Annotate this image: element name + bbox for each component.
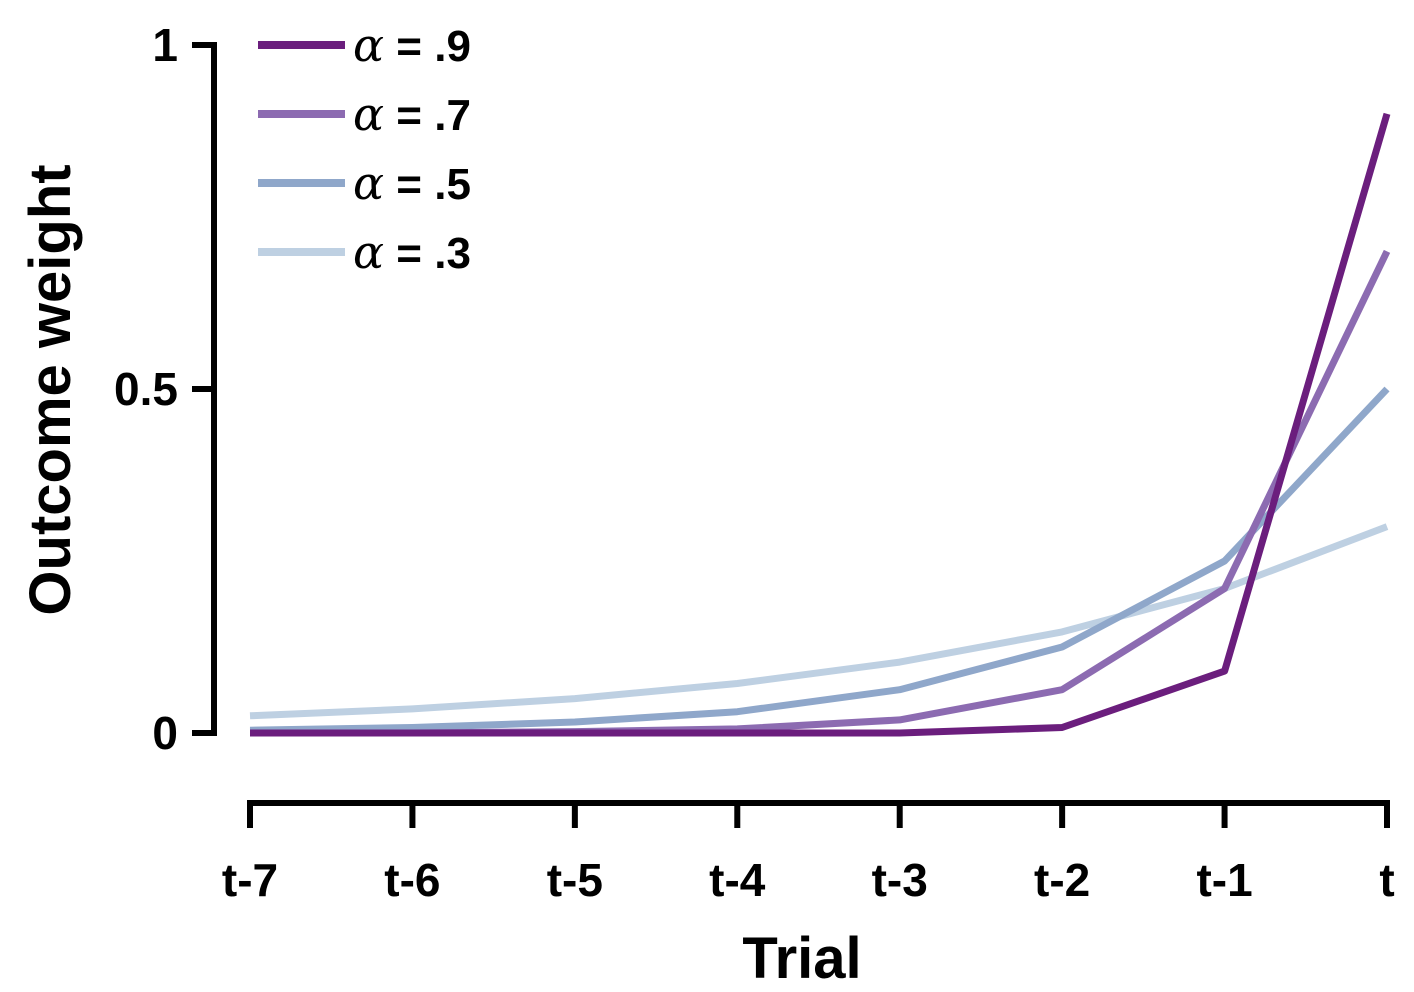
- y-tick-label: 0.5: [114, 363, 178, 415]
- x-tick-label: t-1: [1196, 854, 1252, 906]
- series-line-2: [249, 386, 1390, 734]
- legend-value-text: = .7: [384, 91, 471, 140]
- x-tick-label: t: [1379, 854, 1394, 906]
- x-tick-label: t-6: [384, 854, 440, 906]
- series-layer: [249, 112, 1391, 737]
- legend-label-1: α = .7: [353, 87, 471, 141]
- legend-alpha-symbol: α: [353, 18, 384, 72]
- legend-alpha-symbol: α: [353, 225, 384, 279]
- x-tick-label: t-3: [872, 854, 928, 906]
- legend-alpha-symbol: α: [353, 156, 384, 210]
- legend-label-3: α = .3: [353, 225, 471, 279]
- legend-label-2: α = .5: [353, 156, 471, 210]
- series-line-3: [249, 523, 1389, 720]
- series-line-1: [250, 249, 1391, 737]
- legend: α = .9α = .7α = .5α = .3: [258, 18, 471, 279]
- legend-value-text: = .5: [384, 160, 471, 209]
- axes-layer: 0 0.5 1 t-7 t-6 t-5 t-4 t-3 t-2 t-1 t: [114, 19, 1395, 906]
- x-tick-label: t-4: [709, 854, 766, 906]
- legend-label-0: α = .9: [353, 18, 471, 72]
- y-tick-label: 1: [152, 19, 178, 71]
- series-line-0: [250, 112, 1391, 737]
- x-tick-label: t-2: [1034, 854, 1090, 906]
- y-axis-title: Outcome weight: [18, 164, 83, 615]
- legend-value-text: = .3: [384, 229, 471, 278]
- legend-alpha-symbol: α: [353, 87, 384, 141]
- x-tick-label: t-7: [222, 854, 278, 906]
- y-tick-label: 0: [152, 707, 178, 759]
- legend-value-text: = .9: [384, 22, 471, 71]
- x-tick-label: t-5: [547, 854, 603, 906]
- x-axis-title: Trial: [742, 926, 861, 991]
